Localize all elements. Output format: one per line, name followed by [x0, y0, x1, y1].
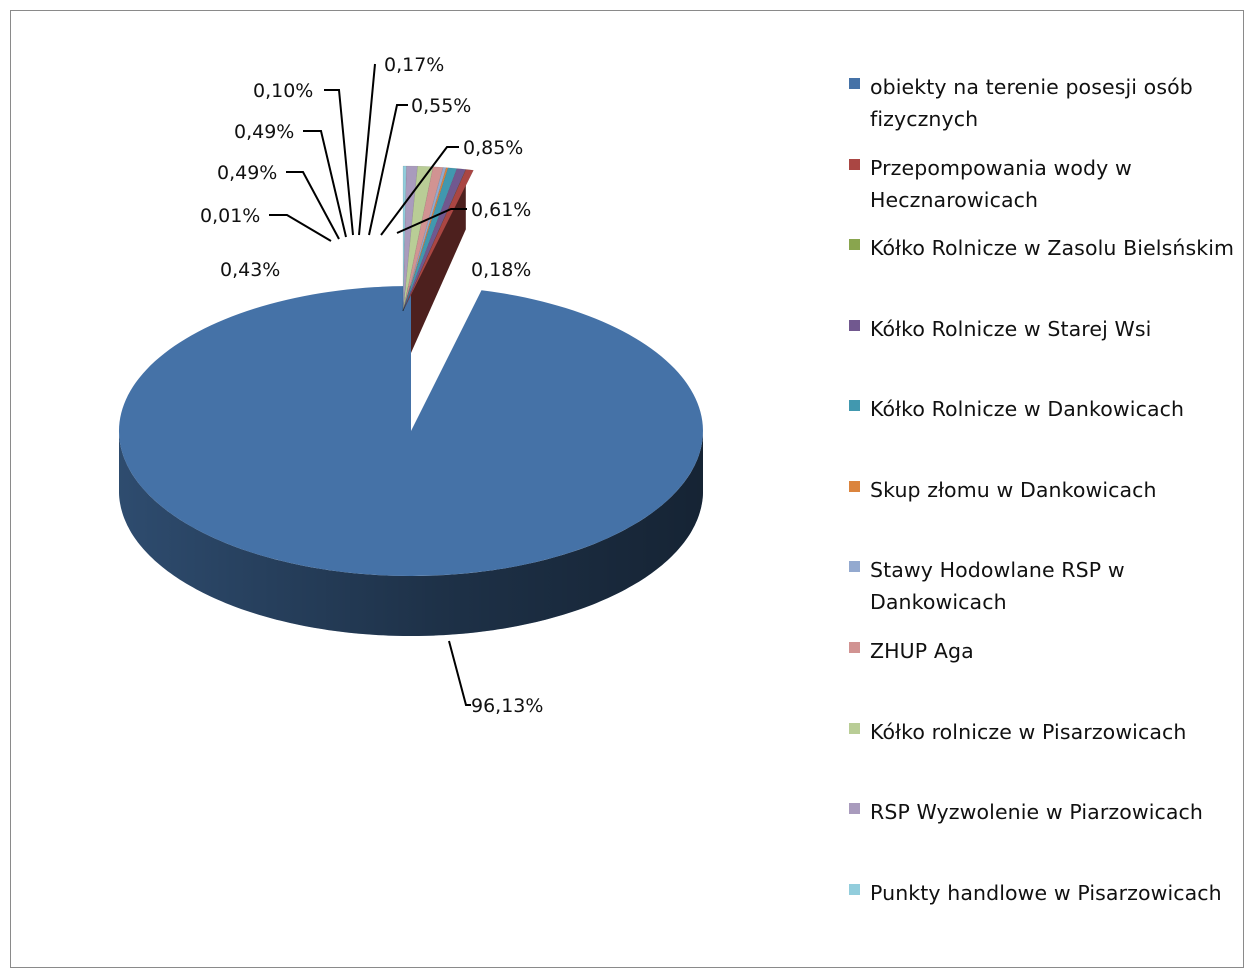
data-label: 0,49% — [217, 162, 277, 184]
legend-item-zhup-aga: ZHUP Aga — [849, 635, 1249, 667]
data-label: 0,18% — [471, 259, 531, 281]
legend-swatch — [849, 400, 860, 411]
leader-line — [358, 63, 376, 236]
data-label: 0,55% — [411, 95, 471, 117]
leader-line — [368, 104, 408, 236]
legend-item-przepompowania-wody-w-hecznarowicach: Przepompowania wody w Hecznarowicach — [849, 152, 1249, 216]
legend-label: RSP Wyzwolenie w Piarzowicach — [870, 800, 1204, 824]
leader-line — [303, 130, 347, 238]
chart-frame: 96,13% 0,43% 0,01% 0,49% 0,49% 0,10% 0,17% 0,55… — [10, 10, 1244, 968]
legend-label: obiekty na terenie posesji osób fizyczny… — [870, 75, 1193, 131]
data-label: 0,43% — [220, 259, 280, 281]
legend-label: ZHUP Aga — [870, 639, 974, 663]
legend-swatch — [849, 239, 860, 250]
pie-slice-kolko-rolnicze-w-dankowicach — [402, 167, 458, 312]
data-label: 0,49% — [234, 121, 294, 143]
legend-label: Przepompowania wody w Hecznarowicach — [870, 156, 1132, 212]
legend-swatch — [849, 320, 860, 331]
legend-label: Kółko rolnicze w Pisarzowicach — [870, 720, 1187, 744]
pie-slice-obiekty-na-terenie-posesji-osob-fizycznych — [118, 286, 703, 577]
leader-line — [396, 208, 467, 234]
legend-label: Stawy Hodowlane RSP w Dankowicach — [870, 558, 1125, 614]
legend-swatch — [849, 78, 860, 89]
legend-item-kolko-rolnicze-w-pisarzowicach: Kółko rolnicze w Pisarzowicach — [849, 716, 1249, 748]
data-label: 0,61% — [471, 199, 531, 221]
legend-item-kolko-rolnicze-w-dankowicach: Kółko Rolnicze w Dankowicach — [849, 393, 1249, 425]
legend-swatch — [849, 723, 860, 734]
pie-slice-cut-face — [403, 169, 466, 371]
data-label: 0,17% — [384, 54, 444, 76]
legend-label: Kółko Rolnicze w Zasolu Bielsńskim — [870, 236, 1235, 260]
pie-slice-kolko-rolnicze-w-zasolu-bielsnskim — [402, 169, 467, 312]
legend-swatch — [849, 884, 860, 895]
pie-slice-kolko-rolnicze-w-starej-wsi — [402, 168, 466, 312]
legend-item-kolko-rolnicze-w-zasolu-bielsnskim: Kółko Rolnicze w Zasolu Bielsńskim — [849, 232, 1249, 264]
leader-line — [448, 640, 471, 706]
pie-tops — [118, 165, 703, 577]
data-labels: 96,13% 0,43% 0,01% 0,49% 0,49% 0,10% 0,17% 0,55… — [200, 54, 543, 717]
legend-item-punkty-handlowe-w-pisarzowicach: Punkty handlowe w Pisarzowicach — [849, 877, 1249, 909]
legend-label: Kółko Rolnicze w Starej Wsi — [870, 317, 1152, 341]
leader-line — [286, 171, 340, 240]
pie-chart: 96,13% 0,43% 0,01% 0,49% 0,49% 0,10% 0,17% 0,55… — [118, 54, 703, 717]
pie-slice-skup-zlomu-w-dankowicach — [402, 167, 449, 312]
legend-swatch — [849, 803, 860, 814]
pie-slice-side-shading — [119, 432, 703, 636]
data-label: 0,10% — [253, 80, 313, 102]
legend-item-kolko-rolnicze-w-starej-wsi: Kółko Rolnicze w Starej Wsi — [849, 313, 1249, 345]
legend-item-skup-zlomu-w-dankowicach: Skup złomu w Dankowicach — [849, 474, 1249, 506]
data-label: 96,13% — [471, 695, 543, 717]
legend-item-rsp-wyzwolenie-w-piarzowicach: RSP Wyzwolenie w Piarzowicach — [849, 796, 1249, 828]
legend-swatch — [849, 481, 860, 492]
leader-line — [324, 89, 354, 236]
leader-lines — [269, 63, 471, 706]
leader-line — [269, 214, 332, 242]
legend-swatch — [849, 561, 860, 572]
legend-item-stawy-hodowlane-rsp-w-dankowicach: Stawy Hodowlane RSP w Dankowicach — [849, 554, 1249, 618]
pie-slice-przepompowania-wody-w-hecznarowicach — [402, 169, 474, 312]
legend-label: Kółko Rolnicze w Dankowicach — [870, 397, 1185, 421]
leader-line — [380, 146, 459, 236]
pie-slice-stawy-hodowlane-rsp-w-dankowicach — [402, 167, 447, 312]
legend-label: Skup złomu w Dankowicach — [870, 478, 1157, 502]
data-label: 0,85% — [463, 137, 523, 159]
legend-label: Punkty handlowe w Pisarzowicach — [870, 881, 1222, 905]
data-label: 0,01% — [200, 205, 260, 227]
legend-swatch — [849, 159, 860, 170]
legend-item-obiekty-na-terenie-posesji-osob-fizycznych: obiekty na terenie posesji osób fizyczny… — [849, 71, 1249, 135]
legend-swatch — [849, 642, 860, 653]
pie-sides — [119, 169, 703, 636]
